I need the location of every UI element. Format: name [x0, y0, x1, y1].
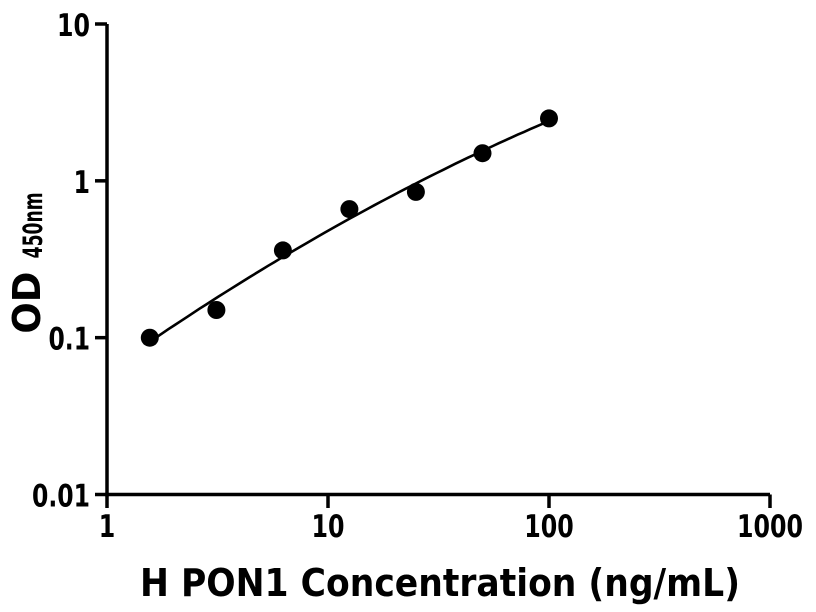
- y-axis-title: OD 450nm: [5, 192, 49, 333]
- data-point: [273, 241, 292, 260]
- data-point: [140, 328, 159, 347]
- y-tick-label: 10: [57, 8, 90, 44]
- data-point: [207, 301, 226, 319]
- data-point: [473, 144, 492, 163]
- x-tick-label: 1: [99, 509, 116, 545]
- x-tick-label: 10: [312, 509, 345, 545]
- x-tick-label: 1000: [737, 509, 803, 545]
- x-axis-title: H PON1 Concentration (ng/mL): [140, 561, 740, 605]
- y-tick-label: 0.1: [49, 322, 91, 358]
- x-tick-label: 100: [524, 509, 574, 545]
- y-axis-title-subscript: 450nm: [18, 192, 49, 258]
- data-point: [406, 182, 425, 201]
- y-tick-label: 0.01: [32, 479, 90, 515]
- y-axis-title-base: OD: [5, 272, 49, 334]
- data-point: [540, 109, 558, 128]
- plot-layer: 0.01 0.1 1 10 1 10 100 1000: [32, 8, 803, 545]
- y-tick-label: 1: [74, 165, 91, 201]
- data-point: [340, 200, 359, 219]
